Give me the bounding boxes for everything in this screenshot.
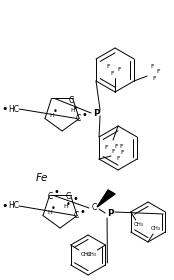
Text: H: H	[50, 113, 54, 118]
Text: •: •	[81, 109, 87, 120]
Text: •: •	[53, 107, 57, 116]
Text: HC: HC	[9, 104, 20, 113]
Text: C: C	[66, 192, 71, 201]
Text: •: •	[79, 207, 85, 216]
Text: C: C	[92, 204, 97, 213]
Text: C: C	[74, 211, 79, 220]
Text: F: F	[119, 144, 123, 148]
Text: •: •	[51, 204, 56, 213]
Text: F: F	[120, 150, 124, 155]
Text: H: H	[48, 210, 52, 215]
Text: F: F	[152, 76, 156, 81]
Text: F: F	[156, 69, 160, 74]
Text: •: •	[1, 201, 7, 211]
Text: F: F	[104, 144, 108, 150]
Text: •: •	[1, 104, 7, 114]
Polygon shape	[97, 190, 115, 207]
Text: CH₃: CH₃	[134, 223, 144, 227]
Text: P: P	[93, 109, 99, 118]
Text: •: •	[54, 187, 60, 197]
Text: C: C	[48, 192, 53, 201]
Text: F: F	[116, 155, 120, 160]
Text: F: F	[110, 71, 114, 76]
Text: HC: HC	[9, 202, 20, 211]
Text: F: F	[117, 67, 121, 71]
Text: F: F	[106, 64, 110, 69]
Text: CH₃: CH₃	[81, 251, 91, 256]
Text: Fe: Fe	[36, 173, 48, 183]
Text: F: F	[150, 64, 154, 69]
Text: F: F	[111, 148, 115, 153]
Text: •: •	[66, 200, 71, 209]
Text: C: C	[69, 96, 74, 105]
Text: •: •	[73, 104, 78, 113]
Text: •: •	[73, 194, 79, 204]
Text: CH₃: CH₃	[151, 227, 161, 232]
Text: H: H	[63, 204, 68, 209]
Text: CH₃: CH₃	[86, 251, 96, 256]
Text: F: F	[114, 144, 118, 148]
Text: H: H	[70, 108, 75, 113]
Text: C: C	[76, 114, 81, 123]
Text: P: P	[107, 209, 113, 218]
